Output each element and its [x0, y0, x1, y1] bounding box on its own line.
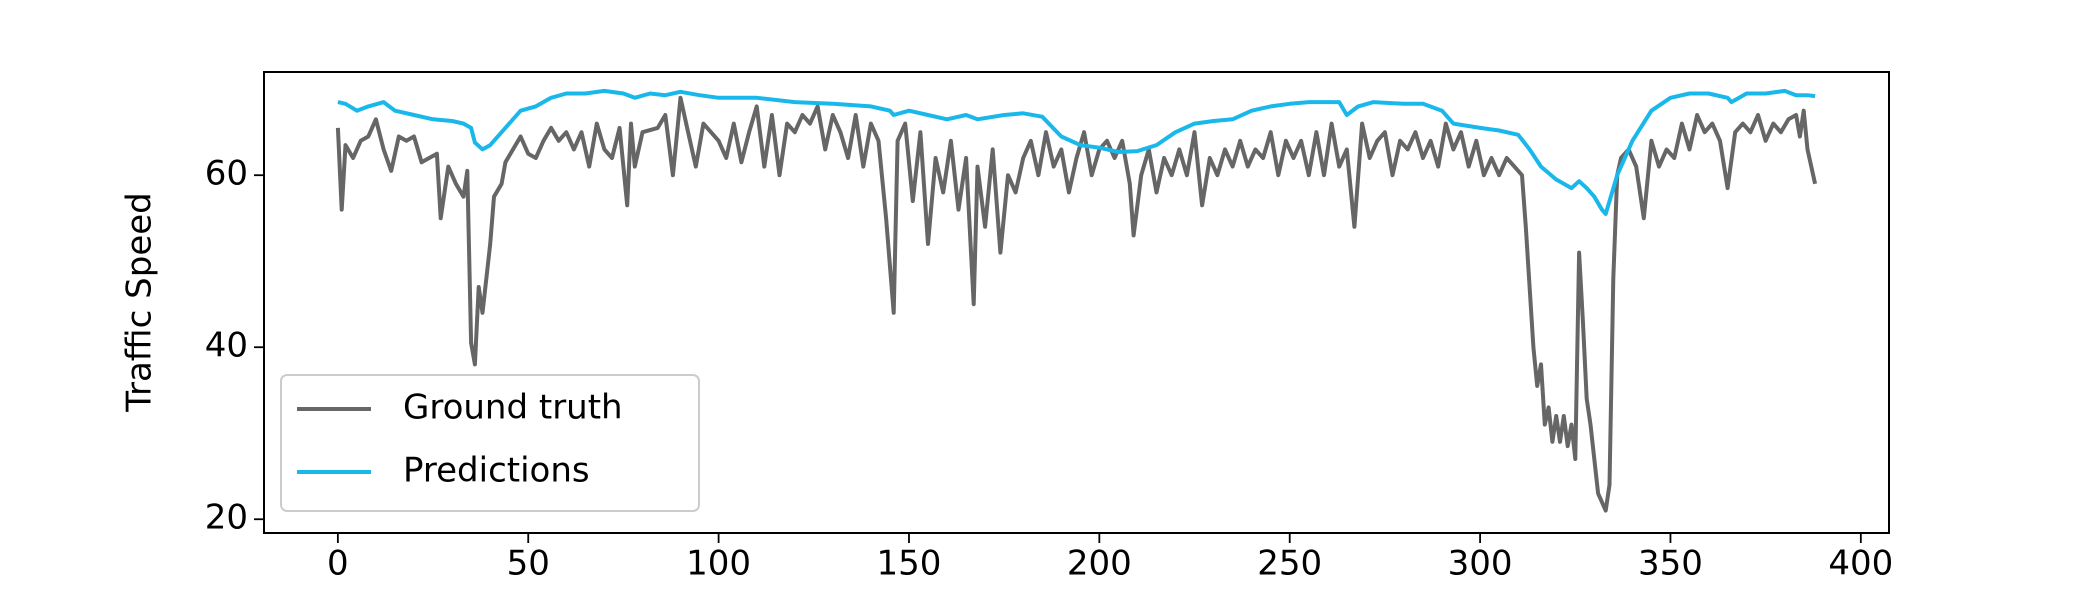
- legend-label: Ground truth: [403, 388, 623, 428]
- x-tick-label: 250: [1257, 544, 1322, 584]
- x-tick-label: 350: [1638, 544, 1703, 584]
- x-tick-label: 100: [686, 544, 751, 584]
- data-line: [337, 88, 1816, 216]
- legend-box: [280, 374, 700, 512]
- y-tick-label: 40: [205, 326, 248, 366]
- y-axis-label: Traffic Speed: [120, 192, 160, 413]
- x-tick-label: 50: [507, 544, 550, 584]
- data-line: [335, 95, 1818, 513]
- x-tick-label: 0: [327, 544, 349, 584]
- plot-frame: [263, 71, 1890, 534]
- legend-label: Predictions: [403, 451, 590, 491]
- y-tick-label: 60: [205, 154, 248, 194]
- x-tick-label: 400: [1828, 544, 1893, 584]
- y-tick-label: 20: [205, 498, 248, 538]
- x-tick-label: 300: [1448, 544, 1513, 584]
- x-tick-label: 150: [877, 544, 942, 584]
- x-tick-label: 200: [1067, 544, 1132, 584]
